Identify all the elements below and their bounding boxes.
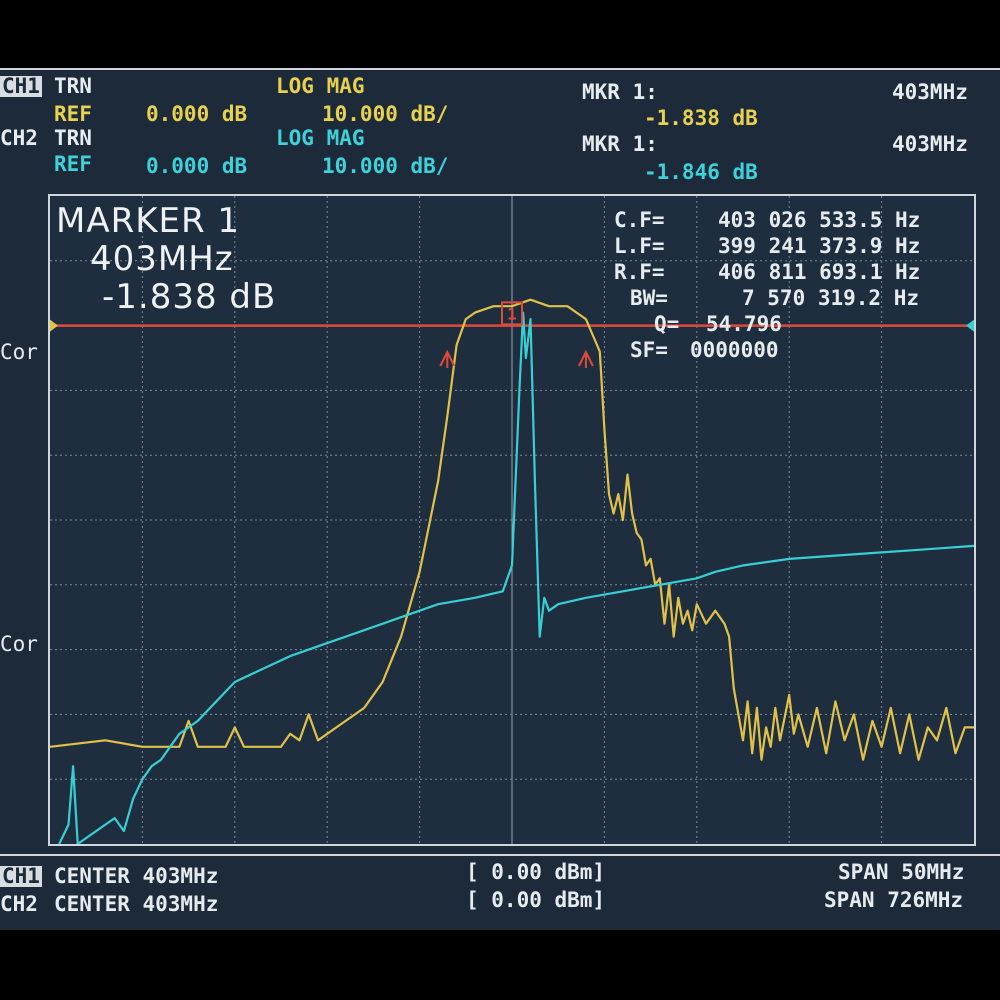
ch2-tag: CH2 xyxy=(0,126,38,150)
q-label: Q= xyxy=(654,312,680,336)
q-value: 54.796 xyxy=(706,312,782,336)
footer-ch1-span: SPAN 50MHz xyxy=(838,860,965,884)
footer-ch2-span: SPAN 726MHz xyxy=(824,888,964,912)
sf-value: 0000000 xyxy=(690,338,779,362)
analyzer-screen: CH1 TRN LOG MAG MKR 1: 403MHz REF 0.000 … xyxy=(0,68,1000,930)
ch1-tag: CH1 xyxy=(0,74,42,98)
bottom-border xyxy=(0,854,1000,856)
footer-ch1-center: CENTER 403MHz xyxy=(54,864,219,888)
rf-value: 406 811 693.1 Hz xyxy=(718,260,921,284)
cf-label: C.F= xyxy=(614,208,665,232)
ch2-ref-value: 0.000 dB xyxy=(146,154,248,178)
ch2-cor-label: Cor xyxy=(0,632,38,656)
ref-pointer-left-icon xyxy=(50,319,58,332)
footer-ch2-power: [ 0.00 dBm] xyxy=(466,888,606,912)
ch1-mode: LOG MAG xyxy=(276,74,365,98)
bandwidth-marker-icon xyxy=(578,349,594,368)
marker-title: MARKER 1 xyxy=(56,201,241,241)
rf-label: R.F= xyxy=(614,260,665,284)
marker-flag-label: 1 xyxy=(507,304,517,323)
cf-value: 403 026 533.5 Hz xyxy=(718,208,921,232)
bw-value: 7 570 319.2 Hz xyxy=(742,286,920,310)
ch2-scale: 10.000 dB/ xyxy=(322,154,449,178)
lf-label: L.F= xyxy=(614,234,665,258)
marker-frequency: 403MHz xyxy=(90,239,234,279)
footer-ch2-center: CENTER 403MHz xyxy=(54,892,219,916)
ch2-mode: LOG MAG xyxy=(276,126,365,150)
ch1-cor-label: Cor xyxy=(0,340,38,364)
ch2-ref-label: REF xyxy=(54,152,92,176)
bw-label: BW= xyxy=(630,286,668,310)
ch1-mkr-label: MKR 1: xyxy=(582,80,658,104)
ch2-trace xyxy=(58,311,974,844)
ch1-ref-value: 0.000 dB xyxy=(146,102,248,126)
trace-plot: 1 xyxy=(50,196,974,844)
top-border xyxy=(0,68,1000,70)
ch1-mkr-freq: 403MHz xyxy=(892,80,968,104)
ch2-mkr-freq: 403MHz xyxy=(892,132,968,156)
ch1-scale: 10.000 dB/ xyxy=(322,102,449,126)
ch1-trn: TRN xyxy=(54,74,92,98)
bandwidth-marker-icon xyxy=(439,349,456,368)
marker-level: -1.838 dB xyxy=(102,277,277,317)
lf-value: 399 241 373.9 Hz xyxy=(718,234,921,258)
ch2-mkr-label: MKR 1: xyxy=(582,132,658,156)
plot-area: 1 MARKER 1 403MHz -1.838 dB C.F= 403 026… xyxy=(48,194,976,846)
ch1-ref-label: REF xyxy=(54,102,92,126)
ch1-trace xyxy=(50,298,974,761)
ref-pointer-right-icon xyxy=(966,319,974,332)
footer-ch2-tag: CH2 xyxy=(0,892,38,916)
sf-label: SF= xyxy=(630,338,668,362)
ch2-mkr-value: -1.846 dB xyxy=(644,160,758,184)
ch1-mkr-value: -1.838 dB xyxy=(644,106,758,130)
footer-ch1-power: [ 0.00 dBm] xyxy=(466,860,606,884)
ch2-trn: TRN xyxy=(54,126,92,150)
marker-flag-box xyxy=(501,301,523,326)
footer-ch1-tag: CH1 xyxy=(0,864,42,888)
